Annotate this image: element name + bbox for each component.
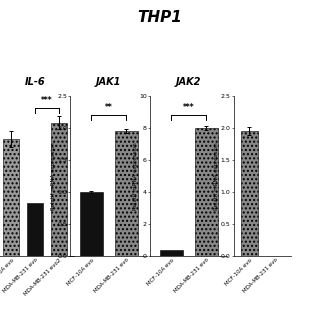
Y-axis label: Relatif mRNA expression: Relatif mRNA expression [214, 142, 219, 210]
Bar [52, 123, 67, 256]
Text: THP1: THP1 [138, 10, 182, 25]
Text: ***: *** [183, 103, 195, 112]
Bar [160, 250, 183, 256]
Text: ***: *** [41, 96, 53, 105]
Title: IL-6: IL-6 [25, 77, 45, 87]
Bar [195, 128, 218, 256]
Text: **: ** [105, 103, 113, 112]
Bar [28, 203, 43, 256]
Bar [115, 131, 138, 256]
Title: JAK2: JAK2 [176, 77, 202, 87]
Y-axis label: Relatif mRNA expression: Relatif mRNA expression [133, 142, 138, 210]
Bar [4, 139, 19, 256]
Title: JAK1: JAK1 [96, 77, 122, 87]
Bar [80, 192, 103, 256]
Bar [241, 131, 258, 256]
Y-axis label: Relatif mRNA expression: Relatif mRNA expression [51, 142, 56, 210]
